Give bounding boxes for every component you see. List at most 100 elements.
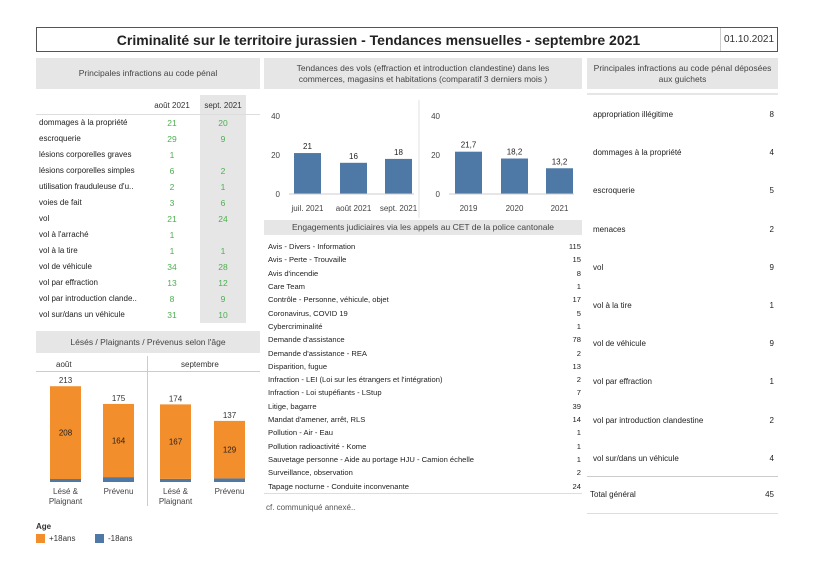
guichets-row: vol par effraction 1 xyxy=(590,377,778,386)
vols-yearly-tick: 0 xyxy=(436,190,441,199)
engagement-row: Coronavirus, COVID 19 5 xyxy=(268,307,581,320)
engagement-row: Mandat d'amener, arrêt, RLS 14 xyxy=(268,413,581,426)
engagement-row: Infraction - Loi stupéfiants - LStup 7 xyxy=(268,386,581,399)
guichets-row-label: vol sur/dans un véhicule xyxy=(593,453,679,463)
bar-category-label: Lésé & xyxy=(53,487,79,496)
bar-total-label: 174 xyxy=(169,394,183,403)
penal-row-label: escroquerie xyxy=(39,134,81,143)
penal-row-label: vol par effraction xyxy=(39,278,98,287)
engagement-row: Cybercriminalité 1 xyxy=(268,320,581,333)
bar-adult xyxy=(50,386,81,479)
penal-divider xyxy=(36,114,260,115)
bar-category-label: Lésé & xyxy=(163,487,189,496)
penal-row-sep: 24 xyxy=(218,214,228,224)
guichets-total-row: Total général 45 xyxy=(590,490,778,499)
bar-category-label: Prévenu xyxy=(104,487,134,496)
penal-row-label: vol à l'arraché xyxy=(39,230,89,239)
engagement-value: 2 xyxy=(576,348,581,358)
engagement-row: Avis - Divers - Information 115 xyxy=(268,240,581,253)
engagement-label: Mandat d'amener, arrêt, RLS xyxy=(268,415,366,425)
guichets-row-value: 2 xyxy=(769,415,774,425)
engagement-value: 17 xyxy=(572,295,581,305)
penal-row-aug: 21 xyxy=(167,214,177,224)
legend-minor-label: -18ans xyxy=(108,534,133,543)
guichets-row-value: 5 xyxy=(769,186,774,196)
guichets-row-value: 9 xyxy=(769,262,774,272)
penal-row-label: lésions corporelles simples xyxy=(39,166,135,175)
vols-monthly-category: août 2021 xyxy=(336,204,372,213)
engagement-row: Demande d'assistance 78 xyxy=(268,333,581,346)
guichets-row-label: vol par effraction xyxy=(593,377,652,387)
vols-yearly-bar xyxy=(546,168,573,194)
legend-adult-label: +18ans xyxy=(49,534,76,543)
engagement-value: 2 xyxy=(576,468,581,478)
guichets-row-label: vol de véhicule xyxy=(593,339,646,349)
engagement-label: Litige, bagarre xyxy=(268,401,317,411)
vols-monthly-bar xyxy=(294,153,321,194)
legend-adult: +18ans xyxy=(36,534,76,544)
guichets-row-label: vol xyxy=(593,262,604,272)
vols-yearly-tick: 20 xyxy=(431,151,440,160)
guichets-row: menaces 2 xyxy=(590,225,778,234)
penal-row-sep: 10 xyxy=(218,310,228,320)
penal-row-sep: 6 xyxy=(220,198,226,208)
legend-adult-swatch xyxy=(36,534,45,544)
vols-yearly-tick: 40 xyxy=(431,112,440,121)
engagement-row: Infraction - LEI (Loi sur les étrangers … xyxy=(268,373,581,386)
engagement-label: Avis d'incendie xyxy=(268,268,319,278)
engagement-label: Pollution radioactivité - Kome xyxy=(268,441,367,451)
vols-monthly-value: 21 xyxy=(303,142,312,151)
engagement-label: Sauvetage personne - Aide au portage HJU… xyxy=(268,454,474,464)
bar-total-label: 137 xyxy=(223,411,237,420)
guichets-row-value: 1 xyxy=(769,377,774,387)
vols-monthly-value: 16 xyxy=(349,152,358,161)
bar-category-label: Prévenu xyxy=(215,487,245,496)
bar-adult xyxy=(103,403,134,478)
guichets-panel-title: Principales infractions au code pénal dé… xyxy=(587,58,778,89)
vols-yearly-value: 18,2 xyxy=(507,148,523,157)
engagement-value: 78 xyxy=(572,335,581,345)
vols-yearly-category: 2020 xyxy=(506,204,524,213)
penal-row-label: vol de véhicule xyxy=(39,262,92,271)
engagement-value: 14 xyxy=(572,415,581,425)
engagement-label: Infraction - Loi stupéfiants - LStup xyxy=(268,388,382,398)
vols-monthly-tick: 40 xyxy=(271,112,280,121)
engagement-value: 1 xyxy=(576,441,581,451)
bar-minor xyxy=(214,478,245,482)
engagement-value: 1 xyxy=(576,454,581,464)
bar-adult-label: 164 xyxy=(112,437,126,446)
engagement-value: 1 xyxy=(576,321,581,331)
bar-adult-label: 167 xyxy=(169,438,183,447)
engagement-row: Pollution - Air - Eau 1 xyxy=(268,426,581,439)
engagement-value: 39 xyxy=(572,401,581,411)
engagements-panel-title: Engagements judiciaires via les appels a… xyxy=(264,220,582,235)
guichets-row-label: menaces xyxy=(593,224,626,234)
penal-row-sep: 2 xyxy=(220,166,226,176)
penal-row-sep: 1 xyxy=(220,182,226,192)
guichets-row-value: 9 xyxy=(769,339,774,349)
penal-col-aug: août 2021 xyxy=(154,101,190,110)
guichets-row: vol sur/dans un véhicule 4 xyxy=(590,454,778,463)
penal-highlight-column xyxy=(200,95,246,323)
penal-row-aug: 21 xyxy=(167,118,177,128)
guichets-total-label: Total général xyxy=(590,490,636,499)
vols-yearly-bar xyxy=(501,158,528,194)
penal-row-sep: 28 xyxy=(218,262,228,272)
guichets-row-value: 2 xyxy=(769,224,774,234)
bar-category-label: Plaignant xyxy=(49,497,83,506)
penal-row-sep: 1 xyxy=(220,246,226,256)
legend-minor: -18ans xyxy=(95,534,133,544)
guichets-row: escroquerie 5 xyxy=(590,186,778,195)
vols-yearly-value: 13,2 xyxy=(552,157,568,166)
engagement-label: Coronavirus, COVID 19 xyxy=(268,308,348,318)
bar-total-label: 175 xyxy=(112,394,126,403)
guichets-top-rule xyxy=(587,93,778,95)
engagement-value: 15 xyxy=(572,255,581,265)
bar-total-label: 213 xyxy=(59,376,73,385)
guichets-row: vol par introduction clandestine 2 xyxy=(590,416,778,425)
engagement-row: Disparition, fugue 13 xyxy=(268,360,581,373)
guichets-total-divider xyxy=(587,476,778,477)
penal-row-aug: 8 xyxy=(169,294,175,304)
engagement-value: 8 xyxy=(576,268,581,278)
penal-row-aug: 6 xyxy=(169,166,175,176)
